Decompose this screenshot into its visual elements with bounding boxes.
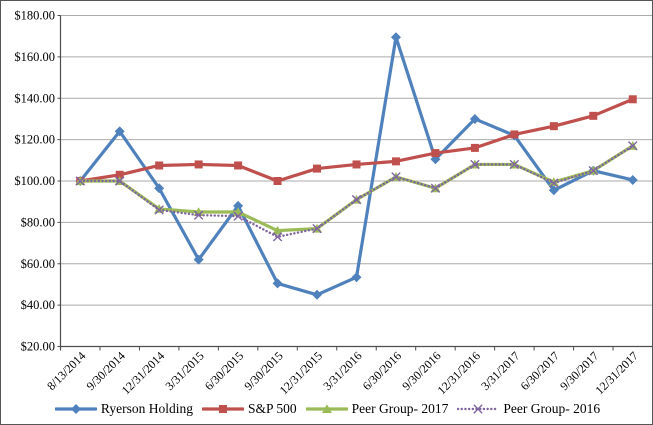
data-point-peer-group-2016 [75,176,85,186]
data-point-s-p-500 [313,164,322,173]
x-axis-label: 12/31/2016 [434,349,483,398]
data-point-peer-group-2016 [351,194,362,205]
data-point-peer-group-2017 [272,225,283,235]
data-point-s-p-500 [628,95,637,104]
legend-marker-x-icon [473,404,484,414]
chart-legend: Ryerson Holding S&P 500 Peer Group- 2017 Pe… [1,397,652,421]
data-point-peer-group-2016 [154,205,164,215]
legend-item-peer-group-2017: Peer Group- 2017 [305,401,449,417]
x-axis-label: 6/30/2017 [518,349,562,393]
legend-marker-square-icon [218,405,227,413]
data-point-s-p-500 [194,160,203,169]
x-axis-label: 12/31/2014 [119,349,168,398]
data-point-peer-group-2017 [548,177,559,187]
data-point-peer-group-2016 [470,159,480,170]
legend-swatch-x-icon [457,404,500,414]
data-point-peer-group-2016 [391,172,401,182]
legend-label-ryerson-holding: Ryerson Holding [100,401,193,416]
y-axis-label: $80.00 [21,215,55,229]
y-axis-label: $160.00 [14,50,55,64]
data-point-peer-group-2016 [193,210,204,220]
data-point-ryerson-holding [193,254,204,265]
data-point-ryerson-holding [154,183,165,194]
data-point-s-p-500 [470,143,479,152]
y-axis-label: $180.00 [14,9,55,23]
y-axis-label: $20.00 [21,340,55,354]
data-point-peer-group-2016 [628,141,638,151]
data-point-peer-group-2017 [154,204,165,213]
legend-marker-diamond-icon [70,404,81,414]
data-point-peer-group-2016 [549,178,559,188]
data-point-ryerson-holding [390,32,401,43]
data-point-ryerson-holding [548,185,559,196]
x-axis-label: 12/31/2015 [277,349,326,398]
data-point-s-p-500 [510,130,519,139]
x-axis-label: 3/31/2015 [162,349,206,393]
x-axis-label: 8/13/2014 [44,349,88,393]
data-point-s-p-500 [352,160,361,169]
x-axis-label: 6/30/2015 [202,349,246,393]
data-point-s-p-500 [273,177,282,185]
x-axis-label: 12/31/2017 [592,349,641,398]
data-point-ryerson-holding [469,113,480,124]
data-point-s-p-500 [431,149,440,158]
legend-swatch-square-icon [201,405,244,413]
data-point-peer-group-2016 [312,223,322,234]
data-point-ryerson-holding [272,278,283,289]
data-point-s-p-500 [115,170,124,179]
legend-swatch-diamond-icon [54,404,97,414]
data-point-s-p-500 [155,161,164,170]
data-point-s-p-500 [234,161,243,170]
series-line-peer-group-2016 [79,144,634,239]
data-point-peer-group-2016 [233,211,243,221]
data-point-s-p-500 [589,111,598,120]
x-axis-label: 6/30/2016 [360,349,404,393]
legend-swatch-triangle-icon [305,404,348,413]
data-point-ryerson-holding [351,272,362,283]
data-point-ryerson-holding [312,289,323,300]
x-axis-label: 3/31/2017 [478,349,522,393]
legend-marker-triangle-icon [321,404,332,413]
legend-label-peer-group-2016: Peer Group- 2016 [503,401,601,416]
data-point-ryerson-holding [114,126,125,137]
y-axis-label: $100.00 [14,174,55,188]
x-axis-label: 3/31/2016 [320,349,364,393]
y-axis-label: $40.00 [21,298,55,312]
legend-item-ryerson-holding: Ryerson Holding [54,401,193,417]
data-point-peer-group-2016 [430,183,441,193]
y-axis-label: $120.00 [14,133,55,147]
data-point-peer-group-2016 [588,165,598,176]
legend-item-s-p-500: S&P 500 [201,401,297,417]
data-point-ryerson-holding [627,174,638,185]
data-point-s-p-500 [549,122,558,131]
y-axis-label: $60.00 [21,257,55,271]
data-point-peer-group-2016 [115,176,125,186]
data-point-ryerson-holding [233,200,244,211]
y-axis-label: $140.00 [14,91,55,105]
legend-label-peer-group-2017: Peer Group- 2017 [351,401,449,416]
legend-label-s-p-500: S&P 500 [247,401,297,416]
data-point-s-p-500 [391,157,400,166]
data-point-peer-group-2016 [509,159,520,170]
data-point-peer-group-2016 [272,232,283,242]
legend-item-peer-group-2016: Peer Group- 2016 [457,401,600,417]
